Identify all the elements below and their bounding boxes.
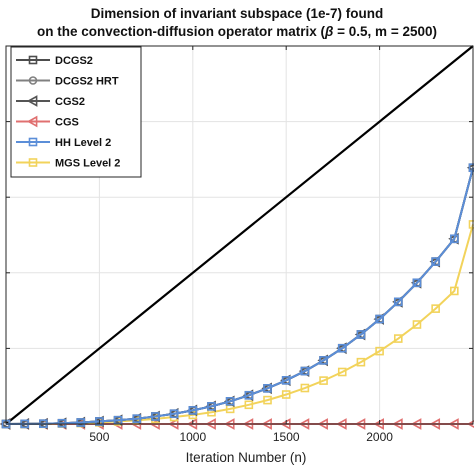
data-point-hh-level-2 <box>393 297 403 307</box>
data-point-hh-level-2 <box>132 414 142 424</box>
x-tick-label: 500 <box>89 430 109 444</box>
data-point-mgs-level-2 <box>412 320 422 329</box>
data-point-hh-level-2 <box>263 384 272 393</box>
chart-title-line2: on the convection-diffusion operator mat… <box>37 24 437 39</box>
data-point-mgs-level-2 <box>281 390 291 399</box>
legend-marker-cgs2 <box>26 95 38 107</box>
data-point-hh-level-2 <box>169 409 179 419</box>
x-tick-label: 2000 <box>366 430 393 444</box>
data-point-hh-level-2 <box>281 376 291 385</box>
data-point-hh-level-2 <box>244 390 254 400</box>
reference-line-group <box>5 45 474 425</box>
legend-entry-hh-level-2: HH Level 2 <box>16 137 111 149</box>
legend-marker-dcgs2 <box>28 55 38 65</box>
legend-marker-cgs <box>26 115 38 128</box>
data-point-hh-level-2 <box>57 418 67 428</box>
data-point-mgs-level-2 <box>337 367 347 377</box>
title-line2-suffix: = 0.5, m = 2500) <box>333 24 437 39</box>
data-point-hh-level-2 <box>76 418 86 427</box>
reference-line <box>5 45 474 425</box>
legend-marker-mgs-level-2 <box>28 158 38 167</box>
data-point-hh-level-2 <box>450 234 459 244</box>
legend-label-dcgs2-hrt: DCGS2 HRT <box>55 76 119 88</box>
legend-marker-hh-level-2 <box>28 137 38 147</box>
data-point-hh-level-2 <box>95 417 104 426</box>
legend-entry-mgs-level-2: MGS Level 2 <box>16 158 120 170</box>
x-tick-label: 1000 <box>179 430 206 444</box>
data-point-mgs-level-2 <box>319 376 328 385</box>
data-point-hh-level-2 <box>356 330 366 339</box>
legend: DCGS2 DCGS2 HRT CGS2 CGS HH Level 2 MGS Level… <box>10 46 142 178</box>
legend-label-cgs2: CGS2 <box>55 96 85 108</box>
data-point-mgs-level-2 <box>263 395 272 405</box>
data-point-hh-level-2 <box>319 356 328 365</box>
legend-entry-cgs: CGS <box>16 115 79 129</box>
data-point-mgs-level-2 <box>393 334 403 343</box>
chart-title-line1: Dimension of invariant subspace (1e-7) f… <box>91 6 384 21</box>
data-point-hh-level-2 <box>412 278 422 288</box>
title-beta-symbol: β <box>324 24 333 39</box>
legend-label-mgs-level-2: MGS Level 2 <box>55 158 120 170</box>
data-point-hh-level-2 <box>188 406 198 415</box>
data-point-mgs-level-2 <box>450 286 459 296</box>
data-point-hh-level-2 <box>207 402 216 411</box>
data-point-hh-level-2 <box>431 257 440 266</box>
plot-border <box>5 45 474 425</box>
data-point-mgs-level-2 <box>300 383 310 393</box>
legend-label-dcgs2: DCGS2 <box>55 55 93 67</box>
data-point-mgs-level-2 <box>356 357 366 367</box>
data-point-hh-level-2 <box>151 412 160 421</box>
data-point-mgs-level-2 <box>244 400 254 410</box>
legend-marker-dcgs2-hrt <box>28 76 38 85</box>
title-line2-prefix: on the convection-diffusion operator mat… <box>37 24 326 39</box>
x-axis-label: Iteration Number (n) <box>186 450 307 465</box>
legend-box <box>10 46 142 178</box>
data-point-hh-level-2 <box>300 366 310 376</box>
data-point-mgs-level-2 <box>375 346 384 356</box>
legend-entry-dcgs2-hrt: DCGS2 HRT <box>16 76 119 88</box>
axis-ticks: 500 1000 1500 2000 <box>6 45 473 444</box>
x-tick-label: 1500 <box>273 430 300 444</box>
legend-entry-dcgs2: DCGS2 <box>16 55 93 67</box>
legend-entry-cgs2: CGS2 <box>16 95 85 108</box>
data-point-mgs-level-2 <box>431 304 440 313</box>
data-point-hh-level-2 <box>337 343 347 353</box>
legend-label-cgs: CGS <box>55 117 79 129</box>
data-point-hh-level-2 <box>375 314 384 324</box>
data-point-hh-level-2 <box>225 397 235 406</box>
legend-label-hh-level-2: HH Level 2 <box>55 137 111 149</box>
